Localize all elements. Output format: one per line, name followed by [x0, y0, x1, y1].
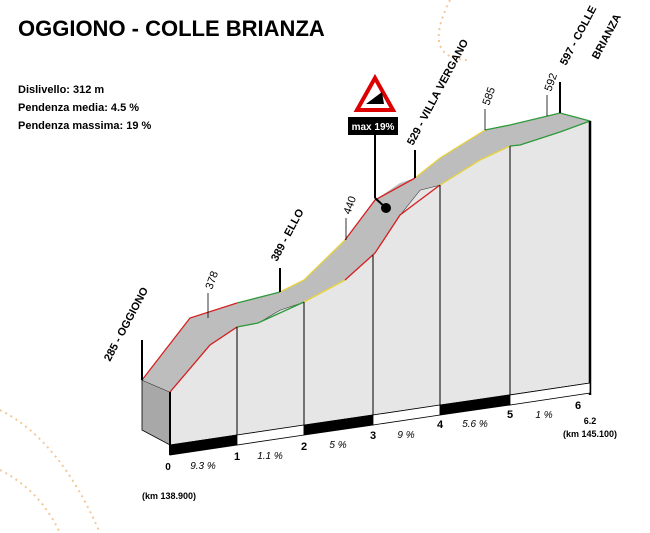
km-tick: 4 [437, 419, 444, 431]
gradient-label: 9 % [397, 430, 414, 441]
max-badge: max 19% [348, 73, 398, 213]
decoration [0, 0, 471, 533]
waypoint-label: 285 - OGGIONO [102, 285, 151, 363]
gradient-label: 9.3 % [190, 461, 216, 472]
gradients: 9.3 % 1.1 % 5 % 9 % 5.6 % 1 % [190, 410, 553, 472]
gradient-label: 1 % [535, 410, 552, 421]
stat: Dislivello: 312 m [18, 84, 104, 96]
waypoint-label: 529 - VILLA VERGANO [405, 37, 471, 147]
km-ticks: 0 1 2 3 4 5 6 6.2 [165, 400, 596, 473]
waypoint-posts [141, 82, 561, 380]
profile-lines [141, 112, 591, 393]
km-tick: 5 [507, 409, 513, 421]
title: OGGIONO - COLLE BRIANZA [18, 16, 325, 41]
km-end: (km 145.100) [563, 429, 617, 439]
stat: Pendenza massima: 19 % [18, 120, 152, 132]
profile-top [142, 113, 590, 392]
elevation-label: 585 [481, 86, 499, 107]
km-lines [236, 146, 511, 437]
base-strip [169, 382, 591, 456]
km-tick: 3 [370, 430, 376, 442]
km-tick: 6 [575, 400, 581, 412]
stat: Pendenza media: 4.5 % [18, 102, 139, 114]
waypoint-label: 389 - ELLO [269, 207, 307, 264]
elevation-label: 440 [342, 195, 360, 216]
km-tick: 6.2 [584, 416, 597, 426]
elevations: 378 440 585 592 [204, 72, 561, 318]
elevation-label: 378 [204, 270, 222, 291]
waypoint-label: BRIANZA [590, 12, 624, 61]
elevation-label: 592 [543, 72, 561, 93]
gradient-label: 1.1 % [257, 451, 283, 462]
gradient-label: 5.6 % [462, 419, 488, 430]
max-label: max 19% [352, 122, 395, 133]
km-tick: 1 [234, 451, 240, 463]
km-tick: 2 [301, 441, 307, 453]
gradient-label: 5 % [329, 440, 346, 451]
km-start: (km 138.900) [142, 491, 196, 501]
km-tick: 0 [165, 462, 171, 473]
